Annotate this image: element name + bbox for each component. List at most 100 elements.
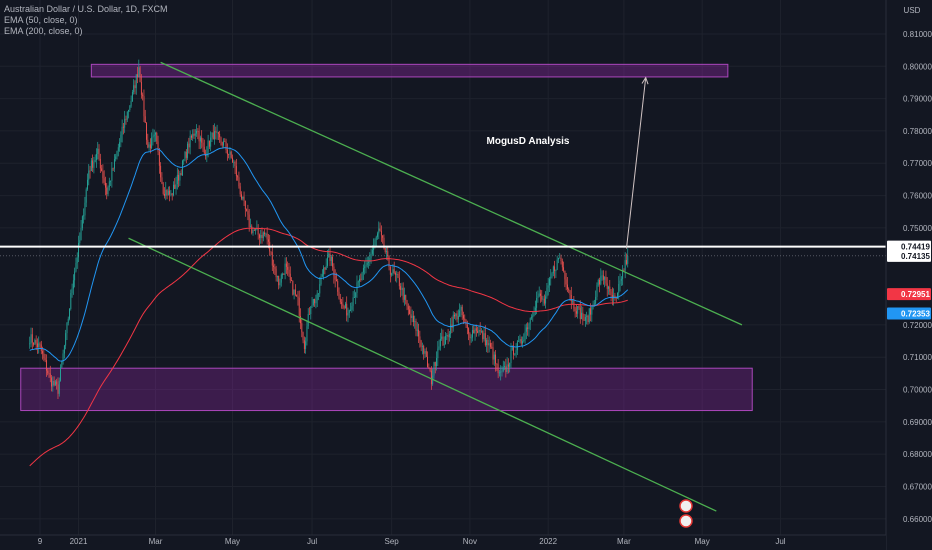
candle-body — [175, 184, 177, 189]
candle-body — [559, 257, 561, 259]
candle-body — [113, 159, 115, 169]
candle-body — [90, 160, 92, 171]
candle-body — [237, 176, 239, 178]
candle-body — [121, 126, 123, 135]
candle-body — [184, 152, 186, 160]
candle-body — [404, 294, 405, 300]
candle-body — [524, 331, 526, 340]
candle-body — [92, 160, 94, 168]
candle-body — [153, 134, 155, 137]
candle-body — [309, 314, 310, 315]
candle-body — [265, 233, 267, 235]
candle-body — [110, 180, 112, 182]
candle-body — [452, 314, 454, 328]
candle-body — [546, 287, 548, 297]
candle-body — [609, 286, 611, 292]
candle-body — [194, 133, 196, 136]
candle-body — [578, 306, 580, 308]
candle-body — [297, 296, 299, 298]
candle-body — [293, 289, 295, 295]
candle-body — [479, 329, 481, 332]
candle-body — [577, 306, 579, 314]
candle-body — [97, 148, 99, 154]
price-scale-bg — [886, 0, 932, 550]
candle-body — [111, 168, 113, 181]
candle-body — [283, 273, 285, 275]
candle-body — [474, 328, 476, 334]
candle-body — [171, 193, 173, 196]
candle-body — [515, 350, 517, 354]
candle-body — [420, 340, 422, 347]
candle-body — [470, 337, 472, 339]
candle-body — [377, 233, 378, 237]
candle-body — [108, 181, 110, 188]
candle-body — [409, 309, 411, 315]
candle-body — [423, 345, 425, 354]
candle-body — [506, 364, 508, 373]
candles — [29, 59, 629, 400]
candle-body — [315, 300, 317, 304]
candle-body — [478, 329, 480, 333]
candle-body — [520, 339, 522, 344]
candle-body — [339, 298, 341, 303]
candle-body — [502, 367, 504, 371]
candle-body — [518, 341, 520, 342]
symbol-title[interactable]: Australian Dollar / U.S. Dollar, 1D, FXC… — [4, 4, 168, 14]
candle-body — [549, 278, 550, 286]
price-tag-label: 0.72353 — [901, 309, 930, 318]
candle-body — [71, 288, 73, 294]
price-tag — [887, 307, 931, 320]
candle-body — [96, 153, 97, 160]
candle-body — [497, 364, 499, 374]
candle-body — [216, 132, 218, 134]
candle-body — [419, 336, 421, 341]
ema50-legend[interactable]: EMA (50, close, 0) — [4, 15, 78, 25]
candle-body — [230, 151, 232, 158]
candle-body — [606, 283, 608, 289]
candle-body — [98, 148, 100, 159]
candle-body — [353, 297, 355, 298]
candle-body — [545, 296, 547, 304]
candle-body — [261, 234, 263, 239]
ema200-legend[interactable]: EMA (200, close, 0) — [4, 26, 83, 36]
candle-body — [221, 142, 223, 146]
candle-body — [364, 266, 366, 268]
candle-body — [374, 239, 376, 246]
candle-body — [292, 280, 294, 295]
candle-body — [166, 189, 168, 196]
candle-body — [429, 368, 431, 371]
candle-body — [459, 310, 461, 317]
candle-body — [373, 245, 375, 251]
candle-body — [555, 269, 557, 272]
candle-body — [302, 332, 304, 341]
candle-body — [565, 279, 567, 285]
candle-body — [482, 331, 484, 340]
candle-body — [542, 298, 544, 300]
candle-body — [425, 351, 427, 357]
candle-body — [102, 171, 104, 179]
candle-body — [316, 293, 318, 301]
candle-body — [380, 230, 382, 236]
x-tick-label: Sep — [385, 537, 400, 546]
candle-body — [124, 118, 126, 128]
candle-body — [335, 279, 337, 282]
candle-body — [495, 354, 497, 364]
candle-body — [215, 131, 217, 133]
candle-body — [344, 303, 346, 309]
candle-body — [203, 146, 205, 154]
candle-body — [357, 281, 359, 283]
candle-body — [475, 328, 477, 331]
candle-body — [65, 333, 67, 346]
y-tick-label: 0.66000 — [903, 515, 932, 524]
x-tick-label: Mar — [617, 537, 631, 546]
candle-body — [35, 340, 37, 344]
candle-body — [312, 298, 314, 305]
candle-body — [602, 275, 604, 280]
candle-body — [42, 351, 44, 354]
candle-body — [147, 139, 149, 148]
candle-body — [106, 187, 108, 195]
candle-body — [600, 276, 602, 285]
candle-body — [337, 281, 339, 292]
candle-body — [383, 237, 385, 248]
